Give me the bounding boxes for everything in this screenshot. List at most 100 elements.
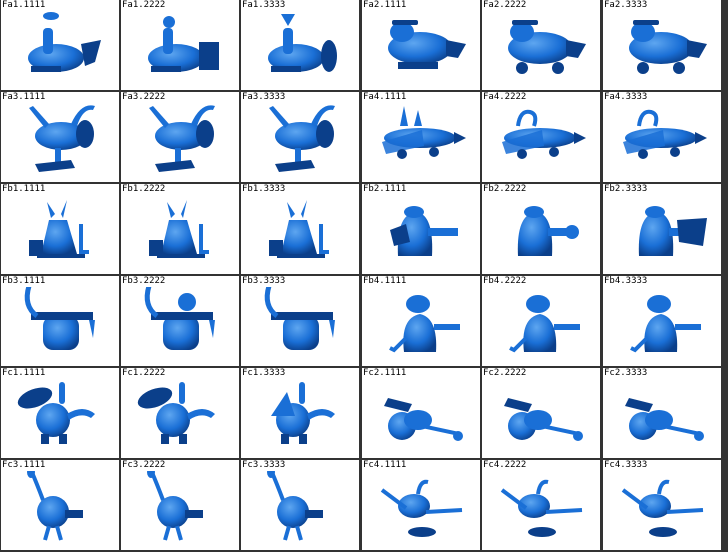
grid-cell: Fc1.1111: [1, 368, 119, 458]
grid-cell: Fc4.2222: [482, 460, 600, 550]
cell-label: Fa1.3333: [242, 0, 288, 11]
object-render: [629, 20, 707, 74]
object-render: [28, 12, 101, 72]
cell-label: Fa3.3333: [242, 92, 288, 103]
cell-label: Fb3.2222: [122, 276, 168, 287]
cell-label: Fc3.2222: [122, 460, 168, 471]
cell-label: Fb2.1111: [363, 184, 409, 195]
cell-label: Fc2.3333: [604, 368, 650, 379]
grid-cell: Fb3.2222: [121, 276, 239, 366]
grid-cell: Fa4.1111: [362, 92, 480, 182]
cell-label: Fb1.1111: [2, 184, 48, 195]
cell-label: Fa2.2222: [483, 0, 529, 11]
cell-label: Fa3.1111: [2, 92, 48, 103]
grid-cell: Fa2.1111: [362, 0, 480, 90]
object-render: [382, 106, 466, 159]
grid-cell: Fc2.3333: [603, 368, 721, 458]
grid-cell: Fa1.2222: [121, 0, 239, 90]
cell-label: Fb1.3333: [242, 184, 288, 195]
object-render: [149, 105, 215, 172]
object-render: [269, 105, 335, 172]
object-render: [269, 200, 329, 258]
cell-label: Fc2.2222: [483, 368, 529, 379]
object-render: [390, 206, 458, 256]
grid-cell: Fb4.1111: [362, 276, 480, 366]
object-render: [384, 398, 463, 441]
object-render: [380, 479, 463, 537]
grid-cell: Fc4.3333: [603, 460, 721, 550]
grid-cell: Fc1.3333: [241, 368, 359, 458]
grid-cell: Fc4.1111: [362, 460, 480, 550]
cell-label: Fa2.3333: [604, 0, 650, 11]
grid-cell: Fb1.3333: [241, 184, 359, 274]
cell-label: Fc1.3333: [242, 368, 288, 379]
grid-cell: Fb1.1111: [1, 184, 119, 274]
cell-label: Fc3.1111: [2, 460, 48, 471]
cell-label: Fb4.3333: [604, 276, 650, 287]
object-render: [517, 206, 579, 256]
cell-label: Fb2.2222: [483, 184, 529, 195]
grid-cell: Fb3.3333: [241, 276, 359, 366]
object-render: [149, 200, 209, 258]
cell-label: Fb2.3333: [604, 184, 650, 195]
object-render: [147, 466, 203, 541]
object-render: [148, 16, 219, 72]
grid-cell: Fa2.2222: [482, 0, 600, 90]
grid-cell: Fb1.2222: [121, 184, 239, 274]
object-render: [388, 20, 466, 69]
grid-cell: Fc3.3333: [241, 460, 359, 550]
cell-label: Fa1.2222: [122, 0, 168, 11]
cell-label: Fa4.3333: [604, 92, 650, 103]
grid-cell: Fc3.2222: [121, 460, 239, 550]
grid-cell: Fa4.3333: [603, 92, 721, 182]
grid-cell: Fa3.3333: [241, 92, 359, 182]
object-render: [29, 200, 89, 258]
grid-cell: Fb2.1111: [362, 184, 480, 274]
cell-label: Fa4.2222: [483, 92, 529, 103]
object-render: [504, 398, 583, 441]
cell-label: Fc1.2222: [122, 368, 168, 379]
cell-label: Fa4.1111: [363, 92, 409, 103]
object-render: [271, 382, 335, 444]
cell-label: Fb3.3333: [242, 276, 288, 287]
cell-label: Fc4.3333: [604, 460, 650, 471]
grid-cell: Fc3.1111: [1, 460, 119, 550]
object-render: [623, 109, 707, 159]
grid-cell: Fb4.3333: [603, 276, 721, 366]
cell-label: Fc3.3333: [242, 460, 288, 471]
object-render: [144, 285, 215, 350]
grid-cell: Fa1.3333: [241, 0, 359, 90]
cell-label: Fc1.1111: [2, 368, 48, 379]
object-render: [264, 285, 335, 350]
object-render: [638, 206, 707, 256]
cell-label: Fb1.2222: [122, 184, 168, 195]
object-render: [621, 479, 704, 537]
object-render: [625, 398, 704, 441]
cell-label: Fb4.2222: [483, 276, 529, 287]
cell-label: Fc2.1111: [363, 368, 409, 379]
grid-cell: Fa1.1111: [1, 0, 119, 90]
grid-cell: Fa4.2222: [482, 92, 600, 182]
object-render: [630, 295, 701, 353]
object-render: [29, 105, 95, 172]
object-render: [17, 382, 95, 444]
object-render: [268, 14, 337, 72]
object-render: [508, 20, 586, 74]
grid-cell: Fc2.2222: [482, 368, 600, 458]
grid-cell: Fa3.2222: [121, 92, 239, 182]
object-render: [27, 466, 83, 541]
cell-label: Fa2.1111: [363, 0, 409, 11]
grid-cell: Fc2.1111: [362, 368, 480, 458]
object-render: [24, 285, 95, 350]
cell-label: Fb3.1111: [2, 276, 48, 287]
object-render: [509, 295, 580, 353]
grid-cell: Fb2.2222: [482, 184, 600, 274]
object-render: [500, 479, 583, 537]
object-render: [389, 295, 460, 353]
grid-cell: Fb3.1111: [1, 276, 119, 366]
object-render: [137, 382, 215, 444]
cell-label: Fb4.1111: [363, 276, 409, 287]
cell-label: Fc4.2222: [483, 460, 529, 471]
cell-label: Fa3.2222: [122, 92, 168, 103]
